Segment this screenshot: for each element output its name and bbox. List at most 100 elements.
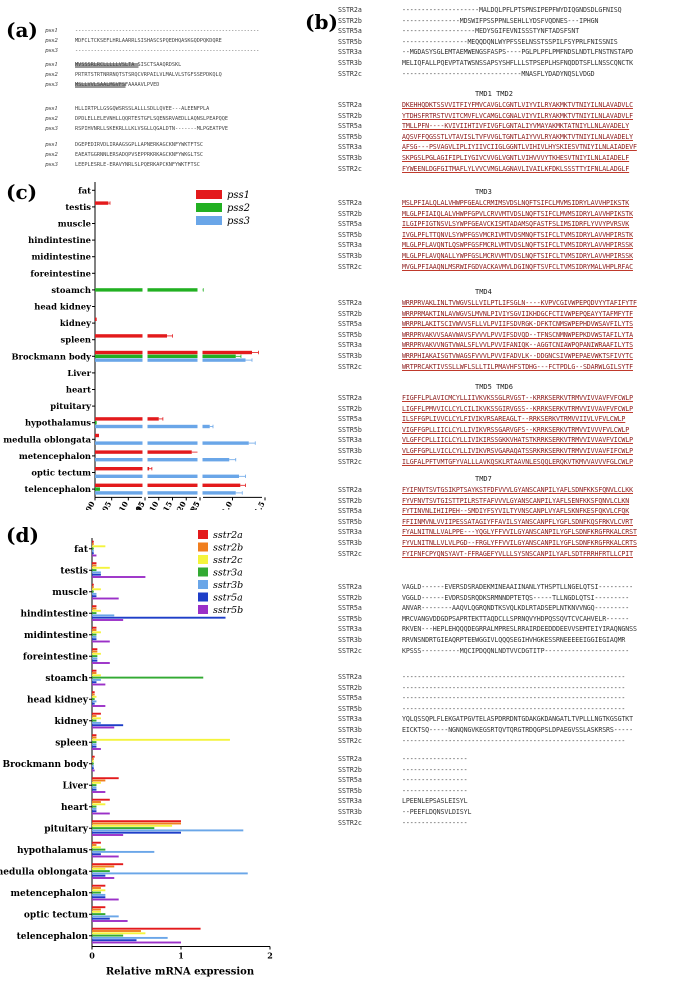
x-tick-label: 0.15 [157, 500, 174, 510]
x-tick-label: 2 [267, 951, 273, 961]
bar [92, 841, 101, 844]
bar [92, 674, 101, 677]
sstr-seq-row: ----------------- [402, 786, 468, 795]
bar [92, 788, 97, 791]
bar [95, 458, 230, 462]
sstr-seq-row: MVGLPFIAAQNLMSRWIFGDVACKAVMVLDGINQFTSVFC… [402, 262, 633, 271]
sstr-seq-name: SSTR3b [338, 352, 362, 360]
bar [92, 877, 115, 879]
bar [95, 487, 100, 491]
sstr-seq-name: SSTR2a [338, 199, 362, 207]
category-label: hindintestine [28, 235, 91, 245]
bar [92, 908, 101, 911]
bar [92, 798, 110, 801]
category-label: pituitary [44, 824, 89, 834]
bar [92, 865, 115, 868]
bar [92, 855, 119, 858]
bar [92, 583, 94, 586]
bar [92, 650, 98, 653]
legend-swatch [198, 592, 208, 602]
pss-seq-row: MDFCLTCKSEFLHRLAARRLSISHASCSPQEDHQASKGQD… [75, 38, 222, 44]
bar [92, 573, 101, 576]
bar [92, 863, 124, 866]
sstr-seq-row: KPSSS----------MQCIPDQQNLNDTVVCDGTITP---… [402, 646, 630, 655]
bar [92, 762, 94, 765]
sstr-seq-name: SSTR5a [338, 415, 362, 424]
bar [92, 669, 97, 672]
category-label: fat [78, 185, 91, 195]
legend-label: sstr2c [213, 555, 243, 566]
bar [92, 545, 106, 548]
bar [92, 810, 97, 813]
bar [92, 540, 94, 543]
sstr-seq-name: SSTR5a [338, 122, 362, 131]
bar [92, 705, 106, 707]
bar [92, 812, 110, 815]
pss-seq-row: DGEPEDIRVDLIRAAGSGPLLAPNERKAGCKNFYWKTFTS… [75, 142, 204, 148]
category-label: Liver [67, 368, 91, 378]
bar [92, 717, 101, 720]
bar [92, 552, 94, 555]
sstr-seq-name: SSTR2c [338, 646, 362, 655]
sstr-seq-row: ----------------- [402, 765, 468, 774]
sstr-seq-name: SSTR2c [338, 69, 362, 78]
bar [95, 358, 246, 362]
bar [92, 605, 97, 608]
sstr-seq-row: WRRPRMAKTINLAVWGVSLMVNLPIVIYSGVIIKHDGCFC… [402, 309, 633, 318]
bar [92, 807, 97, 810]
sstr-seq-row: --MGDASYSGLEMTAEMWENGSFASPS----PGLPLPFLP… [402, 48, 633, 57]
sstr-seq-row: ILGFALPFTVMTGFYVALLLAVKQSKLRTAAVNLESQQLE… [402, 457, 633, 466]
bar [92, 564, 97, 567]
x-tick-label: 0.015 [127, 500, 147, 510]
bar [95, 350, 252, 355]
sstr-seq-name: SSTR2a [338, 755, 362, 763]
sstr-seq-row: FFIINMVNLVVIIPESSATAGIYFFAVILSYANSCANPFL… [402, 517, 633, 526]
sstr-seq-name: SSTR2c [338, 457, 362, 466]
sstr-seq-name: SSTR2c [338, 736, 362, 745]
sstr-seq-row: VGGLD------EVDRSDSRQDKSRMNNDPTETQS-----T… [402, 593, 630, 602]
category-label: heart [61, 803, 89, 813]
legend-swatch [198, 555, 208, 564]
bar [92, 784, 97, 787]
sstr-seq-row: MLGLPFLAVQNTLQSWPFGSFMCRLVMTVDSLNQFTSIFC… [402, 241, 633, 250]
sstr-seq-row: FYVLNITNLLVLVLPGD--FRGLYFFVVILGYANSCANPI… [402, 539, 637, 547]
x-axis-label: Relative mRNA expression [106, 967, 255, 978]
pss-seq-row: EAEATGGRNNLERSADQPVSEPPRKRKAGCKNFYWKGLTS… [75, 152, 204, 158]
bar [92, 614, 115, 617]
legend-swatch [198, 605, 208, 614]
pss-seq-name: pss1 [45, 106, 58, 112]
sstr-seq-row: DKEHHQDKTSSVVITFIYFMVCAVGLCGNTLVIYVILRYA… [402, 101, 633, 109]
legend-label: pss1 [227, 190, 250, 201]
legend-swatch [198, 580, 208, 589]
category-label: medulla oblongata [0, 867, 88, 877]
bar [92, 844, 97, 846]
bar [92, 693, 95, 696]
sstr-seq-row: RRVNSNDRTGIEAQRPTEEWGGIVLQQQSEGIHVHGKESS… [402, 636, 626, 644]
bar [92, 872, 248, 875]
pss-seq-name: pss3 [45, 48, 58, 54]
sstr-seq-row: VIGFFGPLLIICLCYLLIVIKVRSSGARVGFS--KRRKSE… [402, 425, 630, 434]
bar [95, 474, 239, 478]
bar [92, 758, 94, 760]
x-tick-label: 0 [89, 951, 95, 961]
sstr-seq-row: ----------------------------------------… [402, 704, 626, 713]
sstr-seq-row: VLGFFGPLLVICLCYLLIVIKVRSVGARAQATSSRKRKSE… [402, 447, 633, 455]
sstr-seq-name: SSTR5a [338, 27, 362, 36]
bar [92, 576, 146, 578]
x-tick-label: 0.05 [130, 500, 147, 510]
sstr-seq-row: WRRPHIAKAISGTVWAGSFVVVLPVVIFADVLK--DDGNC… [402, 352, 633, 360]
sstr-seq-row: WRRPRVAKLINLTVWGVSLLVILPTLIFSGLN----KVPV… [402, 299, 637, 307]
bar [92, 781, 101, 784]
sstr-seq-name: SSTR5a [338, 694, 362, 703]
sstr-seq-row: MLGLPFLAVQNALLYWPFGSLMCRVVMTVDSLNQFTSIFC… [402, 252, 633, 260]
sstr-seq-row: ----------------- [402, 818, 468, 827]
category-label: optic tectum [31, 468, 91, 478]
category-label: hindintestine [20, 609, 88, 619]
bar [92, 893, 106, 896]
bar [92, 822, 181, 825]
bar [95, 201, 109, 205]
category-label: muscle [52, 588, 88, 598]
bar [92, 635, 97, 638]
sstr-seq-name: SSTR2c [338, 818, 362, 827]
sstr-seq-row: RKVEN---HEPLEHQQQDEGRRALMPRESLRRAIRDEEDD… [402, 625, 637, 634]
